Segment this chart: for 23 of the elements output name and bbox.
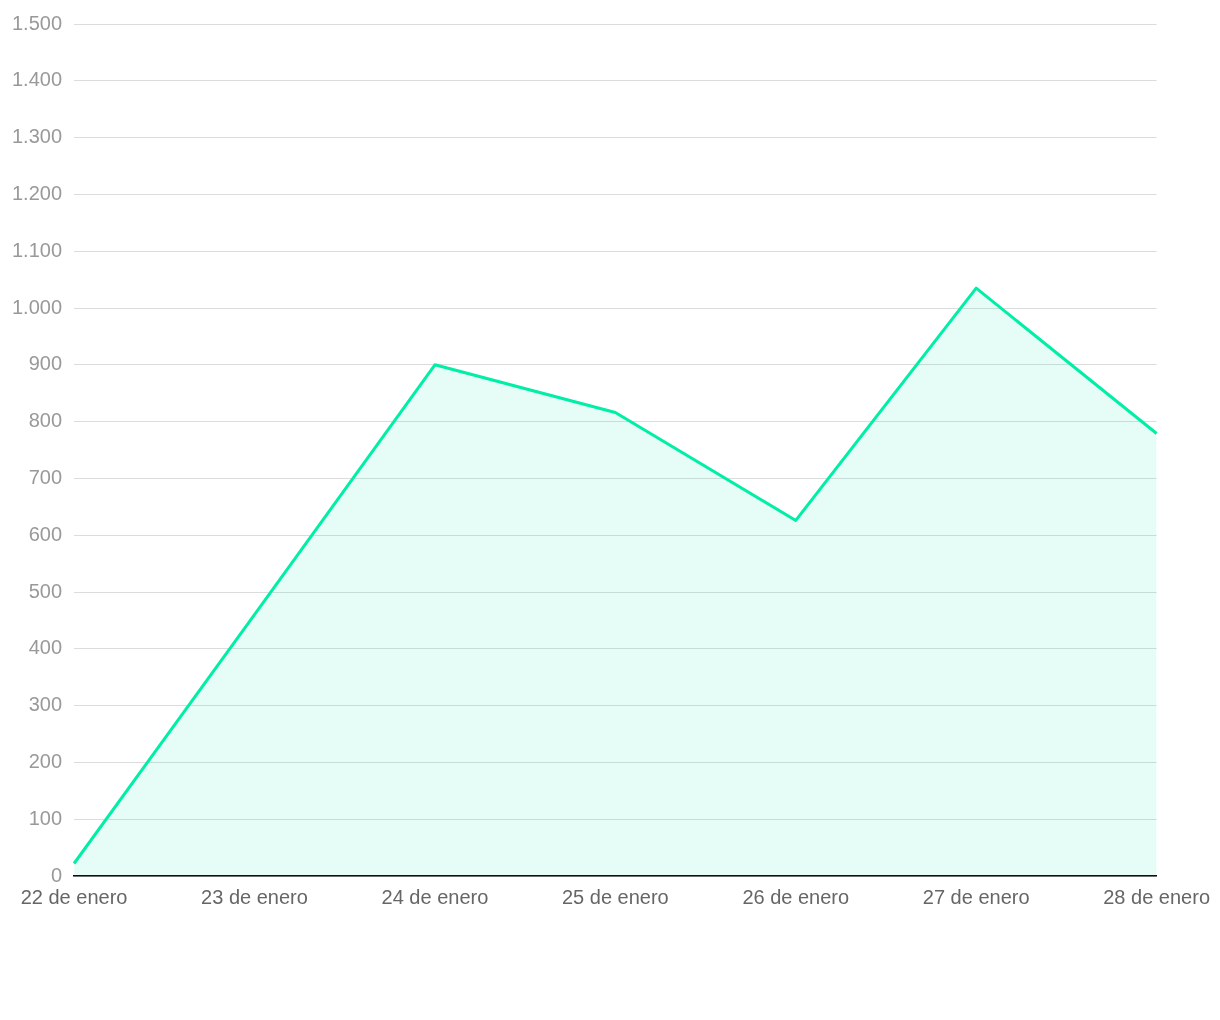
y-tick-label: 400	[28, 636, 63, 659]
y-tick-label: 200	[28, 749, 63, 772]
y-tick-label: 100	[28, 806, 63, 829]
x-tick-label: 23 de enero	[201, 885, 308, 908]
x-tick-label: 26 de enero	[742, 885, 850, 908]
y-tick-label: 700	[28, 465, 63, 488]
y-tick-label: 1.100	[11, 238, 63, 261]
x-tick-label: 24 de enero	[381, 885, 489, 908]
y-tick-label: 0	[50, 863, 63, 886]
y-tick-label: 1.000	[11, 295, 63, 318]
x-tick-label: 28 de enero	[1103, 885, 1210, 908]
y-tick-label: 900	[28, 352, 63, 375]
y-tick-label: 800	[28, 409, 63, 432]
y-tick-label: 1.400	[11, 68, 63, 91]
y-tick-label: 600	[28, 522, 63, 545]
y-tick-label: 500	[28, 579, 63, 602]
y-tick-label: 1.500	[11, 11, 63, 34]
x-tick-label: 22 de enero	[20, 885, 128, 908]
y-tick-label: 300	[28, 693, 63, 716]
y-tick-label: 1.300	[11, 125, 63, 148]
x-tick-label: 27 de enero	[922, 885, 1030, 908]
y-tick-label: 1.200	[11, 181, 63, 204]
x-tick-label: 25 de enero	[561, 885, 669, 908]
